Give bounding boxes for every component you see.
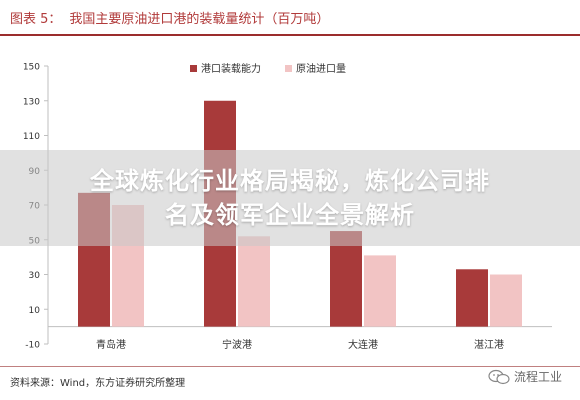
bar-import-2 <box>364 255 396 327</box>
y-tick-label: 110 <box>23 132 40 142</box>
legend-label: 原油进口量 <box>296 62 346 75</box>
bar-capacity-2 <box>330 231 362 327</box>
figure-title: 我国主要原油进口港的装载量统计（百万吨） <box>69 11 330 27</box>
legend-swatch <box>285 65 292 72</box>
y-tick-label: 150 <box>23 63 40 73</box>
y-tick-label: -10 <box>25 341 40 351</box>
watermark: 流程工业 <box>488 368 562 385</box>
figure-header: 图表 5： 我国主要原油进口港的装载量统计（百万吨） <box>0 0 580 34</box>
y-tick-label: 30 <box>29 271 41 281</box>
source-note: 资料来源：Wind，东方证券研究所整理 <box>10 378 186 389</box>
x-tick-label: 湛江港 <box>474 339 504 351</box>
figure-label: 图表 5： <box>10 11 62 27</box>
y-tick-label: 10 <box>29 306 41 316</box>
overlay-banner: 全球炼化行业格局揭秘，炼化公司排 名及领军企业全景解析 <box>0 150 580 246</box>
watermark-text: 流程工业 <box>513 370 562 384</box>
bar-capacity-3 <box>456 269 488 327</box>
banner-headline-line-1: 全球炼化行业格局揭秘，炼化公司排 <box>90 167 490 195</box>
bar-import-1 <box>238 236 270 327</box>
legend-label: 港口装载能力 <box>201 62 261 75</box>
footer-divider <box>0 366 580 367</box>
bar-import-3 <box>490 274 522 327</box>
x-tick-label: 青岛港 <box>96 338 126 351</box>
banner-headline-line-2: 名及领军企业全景解析 <box>165 201 415 229</box>
y-tick-label: 130 <box>23 97 40 107</box>
x-tick-label: 宁波港 <box>222 338 252 351</box>
header-divider <box>0 34 580 36</box>
x-tick-label: 大连港 <box>348 338 378 351</box>
wechat-icon <box>488 369 510 384</box>
legend-swatch <box>190 65 197 72</box>
